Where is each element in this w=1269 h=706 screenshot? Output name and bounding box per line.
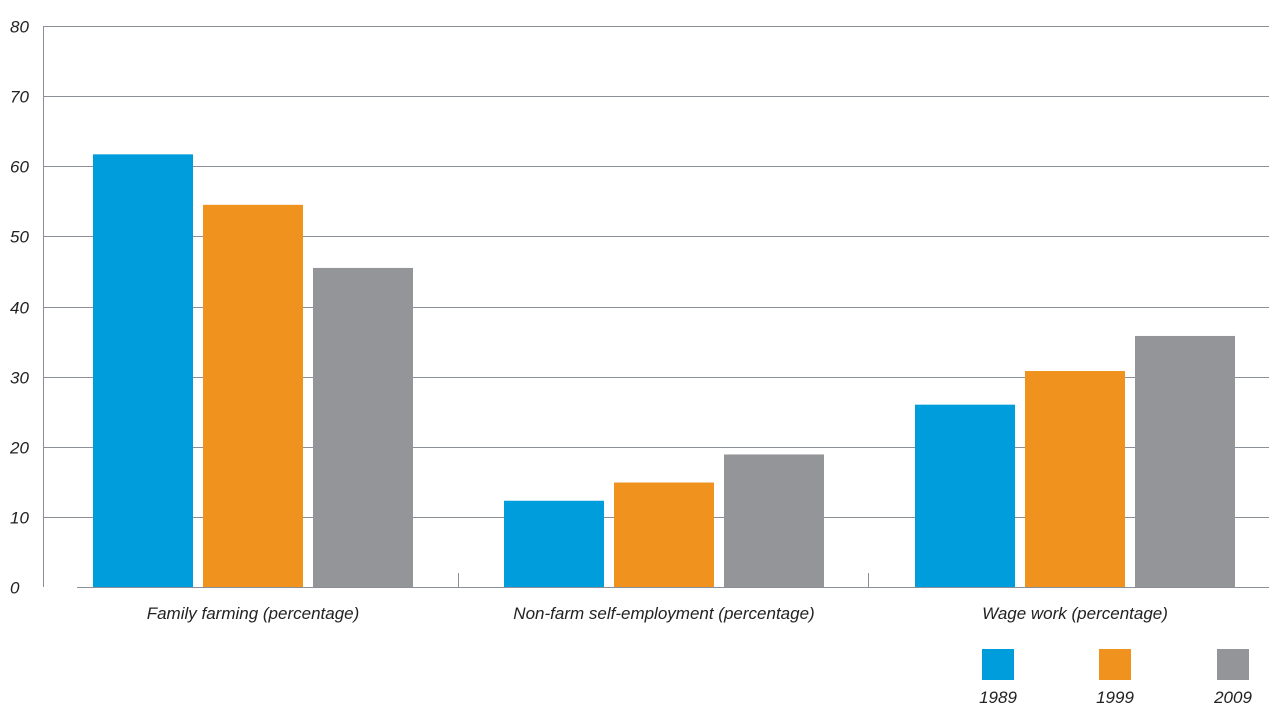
bar-1989-2	[915, 404, 1015, 587]
category-label: Wage work (percentage)	[982, 604, 1168, 623]
legend-swatch-1999	[1099, 649, 1131, 680]
bar-1999-2	[1025, 371, 1125, 587]
y-tick-label: 50	[10, 228, 29, 247]
y-axis-ticks: 0 10 20 30 40 50 60 70 80	[9, 18, 29, 598]
y-tick-label: 60	[10, 158, 29, 177]
legend-label: 2009	[1213, 688, 1252, 706]
y-tick-label: 70	[10, 88, 29, 107]
bars	[93, 154, 1235, 588]
bar-1999-1	[614, 482, 714, 587]
y-tick-label: 80	[10, 18, 29, 37]
bar-1999-0	[203, 204, 303, 587]
bar-2009-0	[313, 267, 413, 587]
legend-label: 1989	[979, 688, 1017, 706]
category-label: Non-farm self-employment (percentage)	[513, 604, 814, 623]
bar-2009-1	[724, 454, 824, 587]
y-tick-label: 40	[10, 299, 29, 318]
legend-swatch-1989	[982, 649, 1014, 680]
category-label: Family farming (percentage)	[147, 604, 360, 623]
y-tick-label: 30	[10, 369, 29, 388]
bar-1989-0	[93, 154, 193, 588]
legend-swatch-2009	[1217, 649, 1249, 680]
bar-1989-1	[504, 500, 604, 587]
bar-2009-2	[1135, 335, 1235, 587]
x-axis-categories: Family farming (percentage) Non-farm self…	[147, 604, 1168, 623]
y-tick-label: 10	[10, 509, 29, 528]
legend-label: 1999	[1096, 688, 1134, 706]
legend: 1989 1999 2009	[979, 649, 1252, 706]
y-tick-label: 0	[10, 579, 20, 598]
y-tick-label: 20	[9, 439, 29, 458]
